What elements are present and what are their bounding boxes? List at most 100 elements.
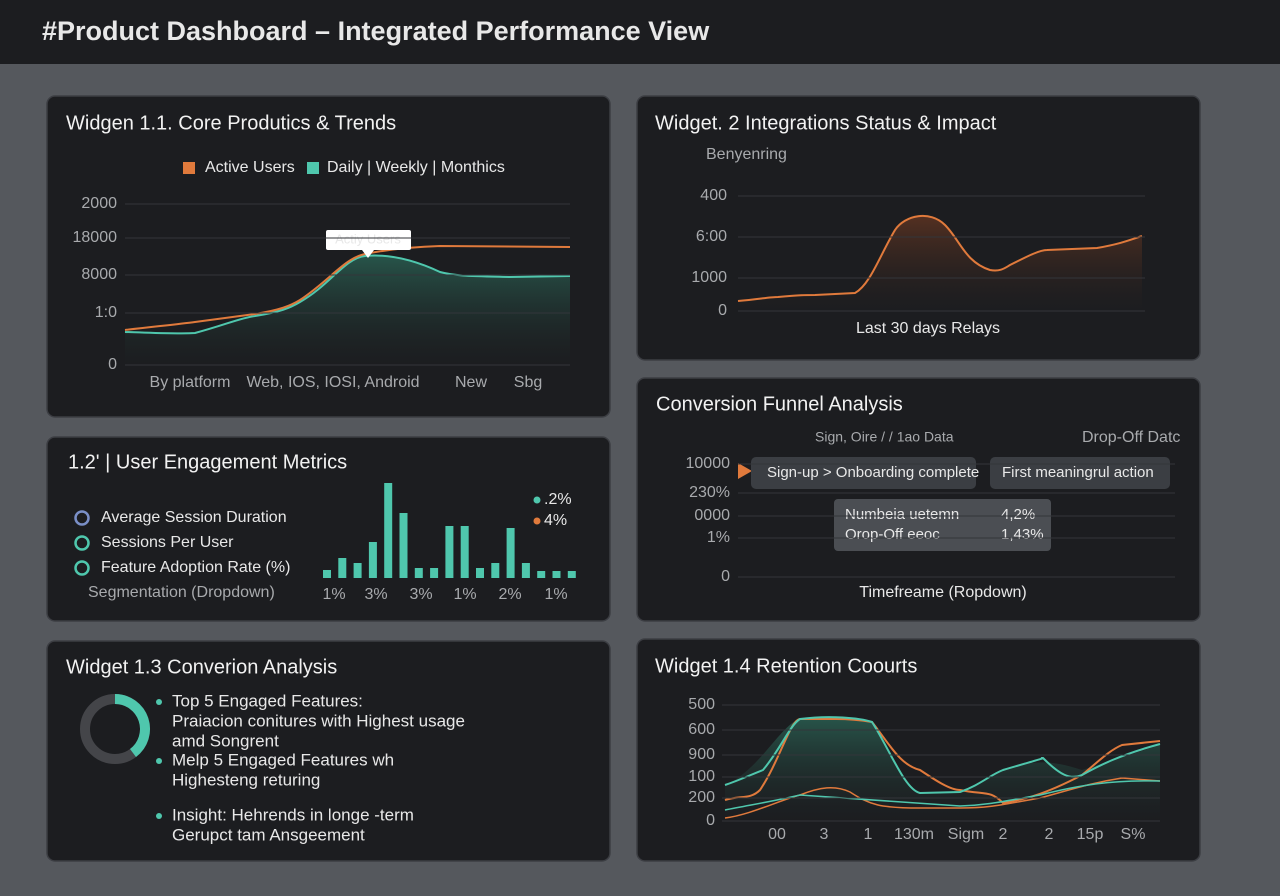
dropdown[interactable]: Timefreame (Ropdown) bbox=[859, 584, 1026, 601]
y-tick-label: 8000 bbox=[81, 266, 117, 283]
y-tick-label: 1% bbox=[707, 529, 730, 546]
bar bbox=[414, 568, 423, 578]
line bbox=[724, 780, 1161, 811]
legend-swatch bbox=[183, 162, 195, 174]
x-tick-label: 1% bbox=[453, 586, 476, 603]
x-tick-label: 3% bbox=[409, 586, 432, 603]
funnel-step bbox=[990, 457, 1170, 489]
page-title: #Product Dashboard – Integrated Performa… bbox=[42, 16, 710, 46]
x-tick-label: 130m bbox=[894, 826, 934, 843]
bar bbox=[399, 513, 408, 578]
y-tick-label: 0 bbox=[108, 356, 117, 373]
y-tick-label: 230% bbox=[689, 484, 730, 501]
bar bbox=[368, 542, 377, 578]
x-tick-label: 1% bbox=[544, 586, 567, 603]
y-tick-label: 1:0 bbox=[95, 304, 117, 321]
bullet-text: Top 5 Engaged Features: bbox=[172, 691, 363, 710]
x-tick-label: 2% bbox=[498, 586, 521, 603]
x-tick-label: 3 bbox=[820, 826, 829, 843]
bullet-text: Melp 5 Engaged Features wh bbox=[172, 750, 394, 769]
bar bbox=[384, 483, 393, 578]
x-axis-label: Last 30 days Relays bbox=[856, 320, 1000, 337]
funnel-step-label: Sign-up > Onboarding complete bbox=[767, 464, 979, 481]
bar bbox=[430, 568, 439, 578]
y-tick-label: 200 bbox=[688, 789, 715, 806]
widget-title: 1.2' | User Engagement Metrics bbox=[68, 451, 347, 473]
metric-label: Sessions Per User bbox=[101, 534, 234, 551]
y-tick-label: 100 bbox=[688, 768, 715, 785]
bullet-text: Insight: Hehrends in longe -term bbox=[172, 805, 414, 824]
bar bbox=[353, 563, 362, 578]
bar bbox=[552, 571, 561, 578]
panel bbox=[46, 95, 611, 418]
line bbox=[124, 244, 571, 331]
legend-label: 4% bbox=[544, 512, 567, 529]
y-tick-label: 1000 bbox=[691, 269, 727, 286]
x-tick-label: 2 bbox=[999, 826, 1008, 843]
widget-title: Conversion Funnel Analysis bbox=[656, 393, 903, 415]
y-tick-label: 2000 bbox=[81, 195, 117, 212]
y-tick-label: 18000 bbox=[73, 229, 118, 246]
bar bbox=[445, 526, 454, 578]
legend-dot bbox=[533, 517, 541, 525]
funnel-step-label: First meaningrul action bbox=[1002, 464, 1154, 481]
bar bbox=[491, 563, 500, 578]
bullet-text: Highesteng returing bbox=[172, 770, 320, 789]
header-bar bbox=[0, 0, 1280, 64]
widget-subtitle: Benyenring bbox=[706, 146, 787, 163]
x-tick-label: 2 bbox=[1045, 826, 1054, 843]
dropdown[interactable]: Segmentation (Dropdown) bbox=[88, 584, 275, 601]
panel bbox=[46, 436, 611, 622]
tooltip-text: Actiy Users bbox=[335, 231, 401, 246]
bar bbox=[537, 571, 546, 578]
metric-ring bbox=[74, 535, 90, 551]
bars bbox=[323, 483, 576, 578]
legend-label: Active Users bbox=[205, 159, 295, 176]
y-tick-label: 400 bbox=[700, 187, 727, 204]
metric-ring bbox=[74, 510, 90, 526]
tooltip-label: Numbeia uetemn bbox=[845, 506, 959, 523]
x-tick-label: 3% bbox=[364, 586, 387, 603]
marker bbox=[738, 463, 752, 479]
x-tick-label: Sbg bbox=[514, 374, 542, 391]
x-tick-label: New bbox=[455, 374, 487, 391]
widget-title: Widgen 1.1. Core Produtics & Trends bbox=[66, 112, 396, 134]
legend-label: Daily | Weekly | Monthics bbox=[327, 159, 505, 176]
y-tick-label: 900 bbox=[688, 746, 715, 763]
y-tick-label: 10000 bbox=[686, 455, 731, 472]
line bbox=[737, 214, 1143, 302]
x-tick-label: 00 bbox=[768, 826, 786, 843]
bullet-text: Praiacion conitures with Highest usage bbox=[172, 711, 465, 730]
y-tick-label: 0 bbox=[706, 812, 715, 829]
x-tick-label: 1% bbox=[322, 586, 345, 603]
y-tick-label: 6:00 bbox=[696, 228, 727, 245]
tooltip-pointer bbox=[362, 250, 374, 258]
legend-label: .2% bbox=[544, 491, 572, 508]
donut-arc bbox=[114, 694, 150, 757]
tooltip-value: 1,43% bbox=[1001, 526, 1044, 543]
y-tick-label: 500 bbox=[688, 696, 715, 713]
bullet-text: Gerupct tam Ansgeement bbox=[172, 825, 365, 844]
bar bbox=[460, 526, 469, 578]
line bbox=[124, 254, 571, 335]
bullet-text: amd Songrent bbox=[172, 731, 279, 750]
x-tick-label: 1 bbox=[864, 826, 873, 843]
bullet-dot bbox=[156, 758, 162, 764]
x-tick-label: 15p bbox=[1077, 826, 1104, 843]
tooltip-label: Orop-Off eeoc bbox=[845, 526, 940, 543]
tooltip bbox=[326, 230, 411, 250]
widget-title: Widget 1.3 Converion Analysis bbox=[66, 656, 337, 678]
bar bbox=[506, 528, 515, 578]
panel bbox=[46, 640, 611, 862]
bullet-dot bbox=[156, 813, 162, 819]
bar bbox=[567, 571, 576, 578]
metric-ring bbox=[74, 560, 90, 576]
bar bbox=[521, 563, 530, 578]
area bbox=[738, 215, 1142, 311]
column-header: Sign, Oire / / 1ao Data bbox=[815, 429, 954, 445]
y-tick-label: 0 bbox=[721, 568, 730, 585]
y-tick-label: 600 bbox=[688, 721, 715, 738]
metric-label: Feature Adoption Rate (%) bbox=[101, 559, 290, 576]
funnel-step bbox=[751, 457, 976, 489]
